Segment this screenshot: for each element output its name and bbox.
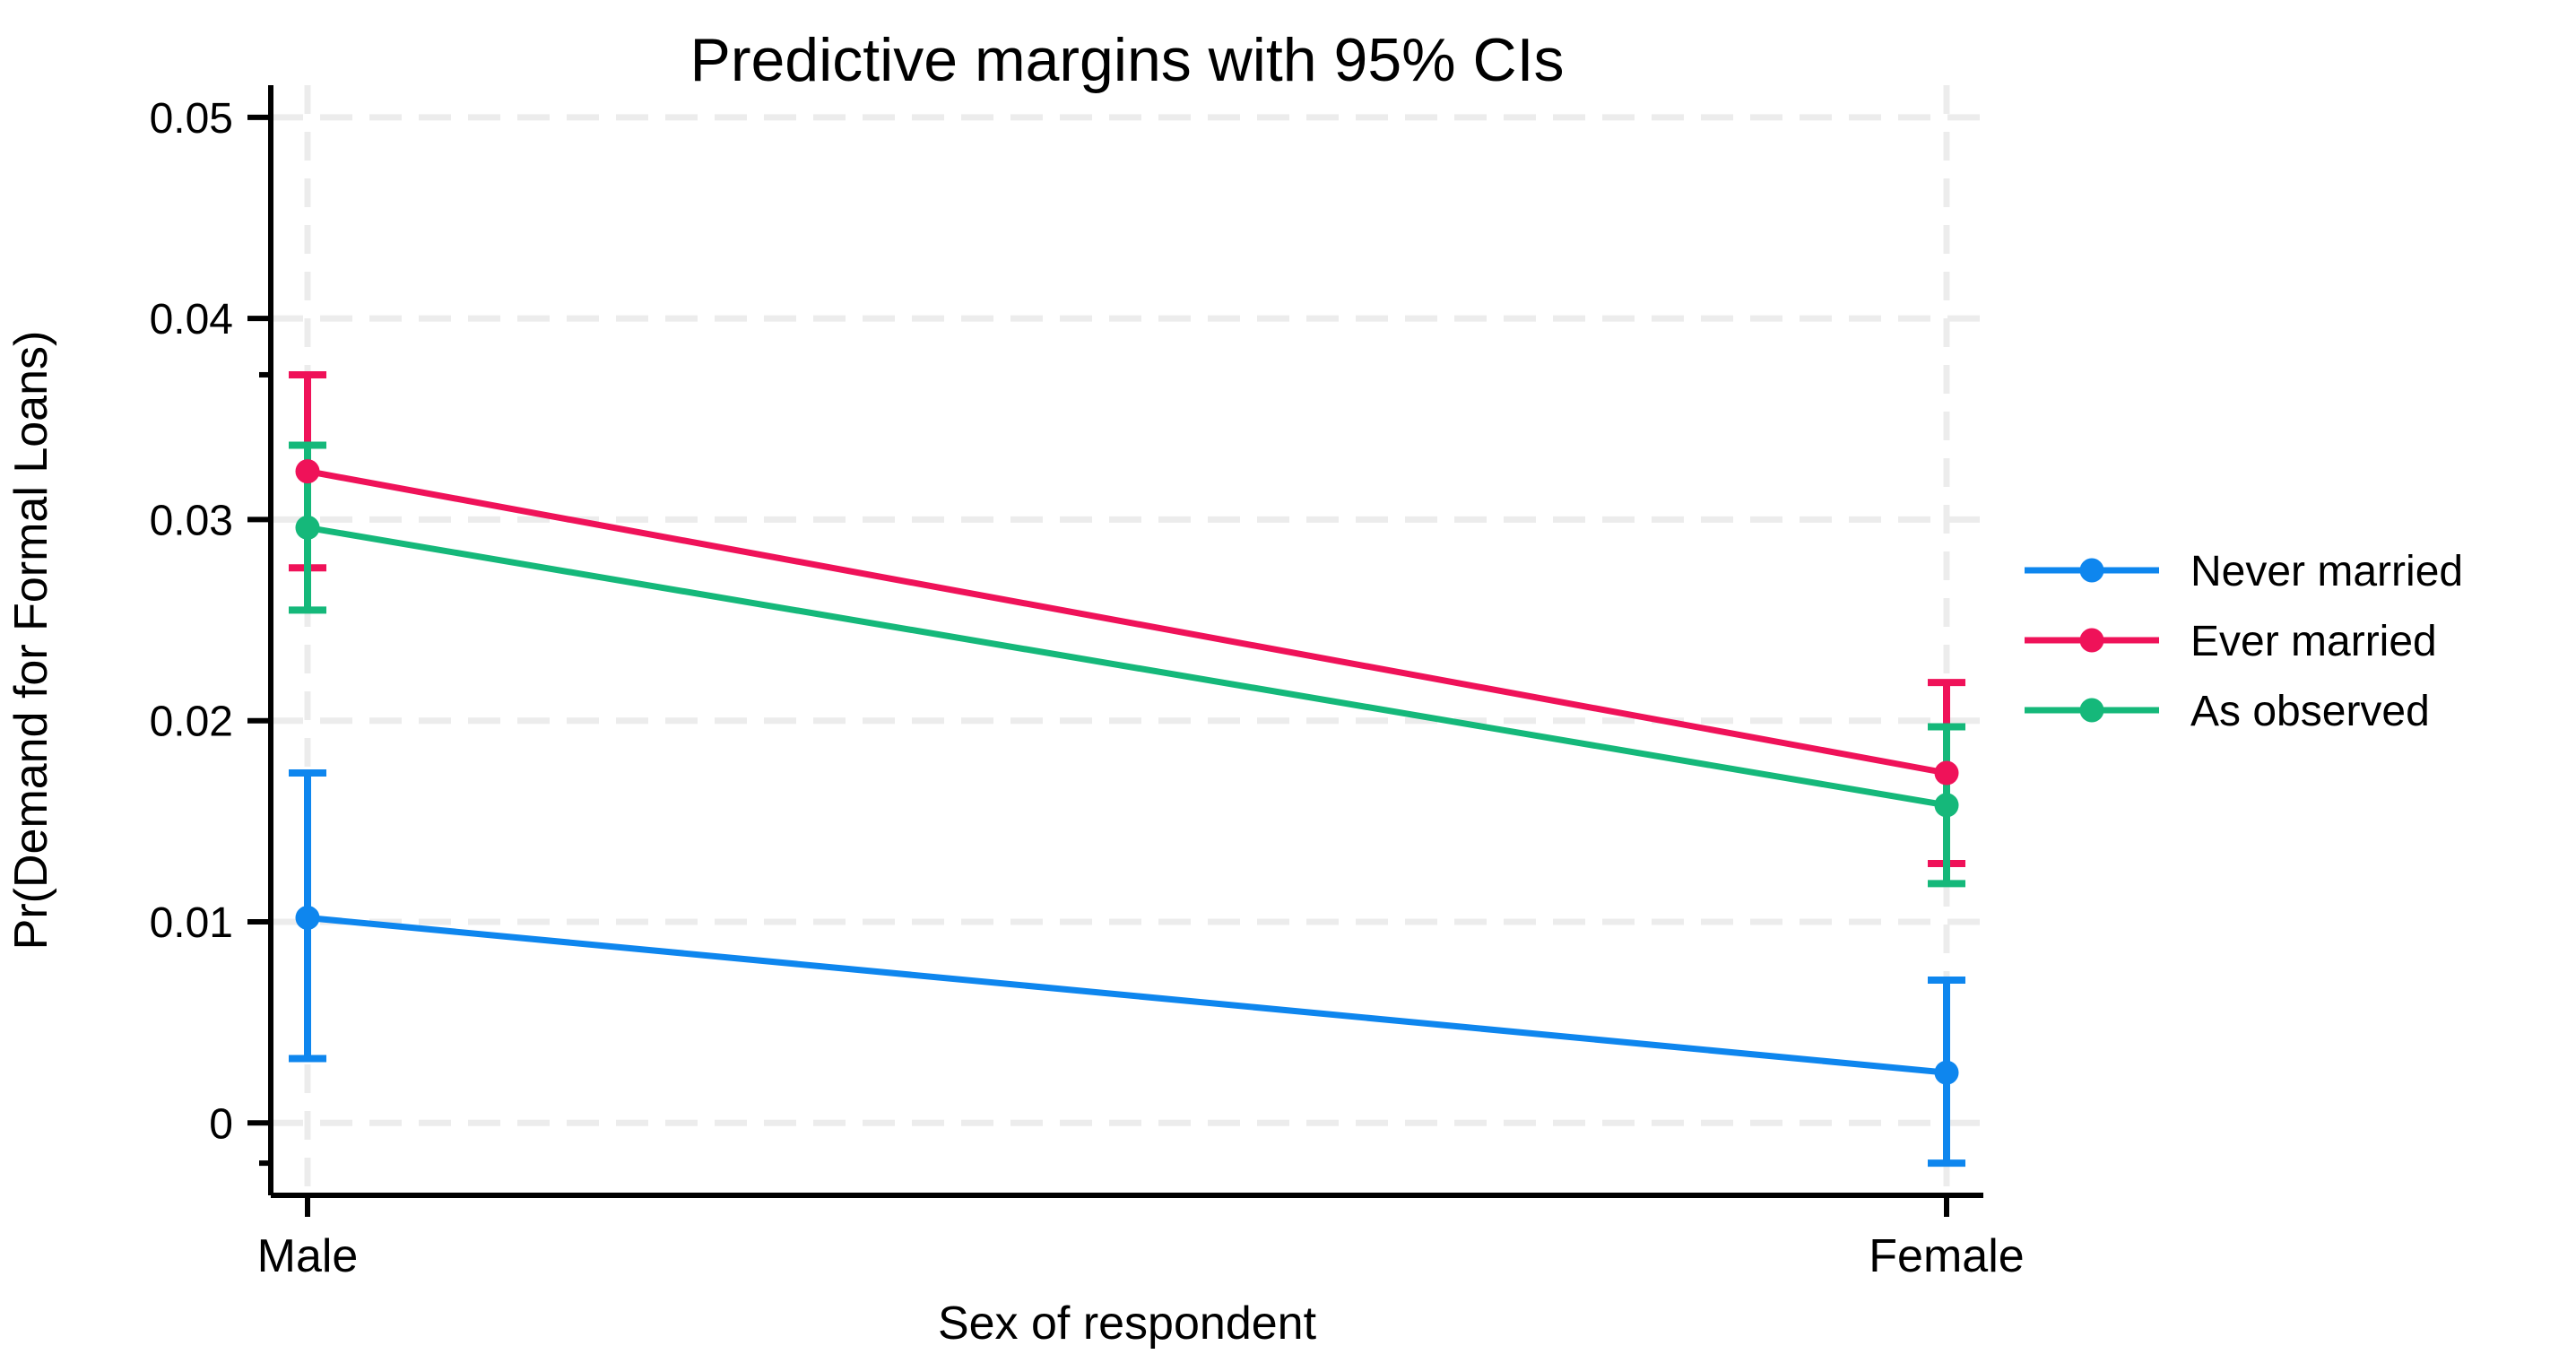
legend-marker-ever-married bbox=[2079, 628, 2104, 653]
chart-title: Predictive margins with 95% CIs bbox=[690, 26, 1564, 94]
marker-as-observed-male bbox=[295, 515, 320, 540]
legend-marker-never-married bbox=[2079, 558, 2104, 583]
y-tick-label-0.04: 0.04 bbox=[150, 296, 233, 343]
x-tick-label-male: Male bbox=[257, 1230, 359, 1282]
x-axis-title: Sex of respondent bbox=[938, 1298, 1317, 1350]
x-tick-label-female: Female bbox=[1869, 1230, 2024, 1282]
series-never-married bbox=[289, 769, 1965, 1168]
legend-marker-as-observed bbox=[2079, 698, 2104, 723]
series-line-ever-married bbox=[307, 468, 1947, 777]
axes-layer bbox=[247, 85, 1983, 1217]
y-tick-label-0.02: 0.02 bbox=[150, 699, 233, 746]
marker-never-married-male bbox=[295, 906, 320, 930]
legend-item-never-married: Never married bbox=[2025, 548, 2463, 595]
legend: Never married Ever married As observed bbox=[2025, 548, 2463, 735]
y-tick-label-0: 0 bbox=[209, 1100, 233, 1148]
y-tick-label-0.05: 0.05 bbox=[150, 95, 233, 143]
y-axis-title: Pr(Demand for Formal Loans) bbox=[5, 331, 57, 951]
series-layer bbox=[289, 370, 1965, 1168]
legend-item-as-observed: As observed bbox=[2025, 688, 2430, 735]
marker-ever-married-male bbox=[295, 459, 320, 484]
legend-label-as-observed: As observed bbox=[2190, 688, 2430, 735]
markers-layer bbox=[295, 459, 1959, 1085]
y-tick-label-0.01: 0.01 bbox=[150, 899, 233, 947]
series-as-observed bbox=[289, 441, 1965, 888]
marker-never-married-female bbox=[1934, 1060, 1959, 1085]
legend-label-ever-married: Ever married bbox=[2190, 618, 2437, 665]
marker-ever-married-female bbox=[1934, 760, 1959, 786]
tick-labels-layer: 0 0.01 0.02 0.03 0.04 0.05 Male Female bbox=[150, 95, 2025, 1282]
legend-label-never-married: Never married bbox=[2190, 548, 2463, 595]
series-line-never-married bbox=[307, 915, 1947, 1076]
legend-item-ever-married: Ever married bbox=[2025, 618, 2437, 665]
y-tick-label-0.03: 0.03 bbox=[150, 497, 233, 544]
gridlines-layer bbox=[271, 85, 1983, 1195]
series-line-as-observed bbox=[307, 524, 1947, 809]
marker-as-observed-female bbox=[1934, 793, 1959, 818]
series-ever-married bbox=[289, 370, 1965, 867]
